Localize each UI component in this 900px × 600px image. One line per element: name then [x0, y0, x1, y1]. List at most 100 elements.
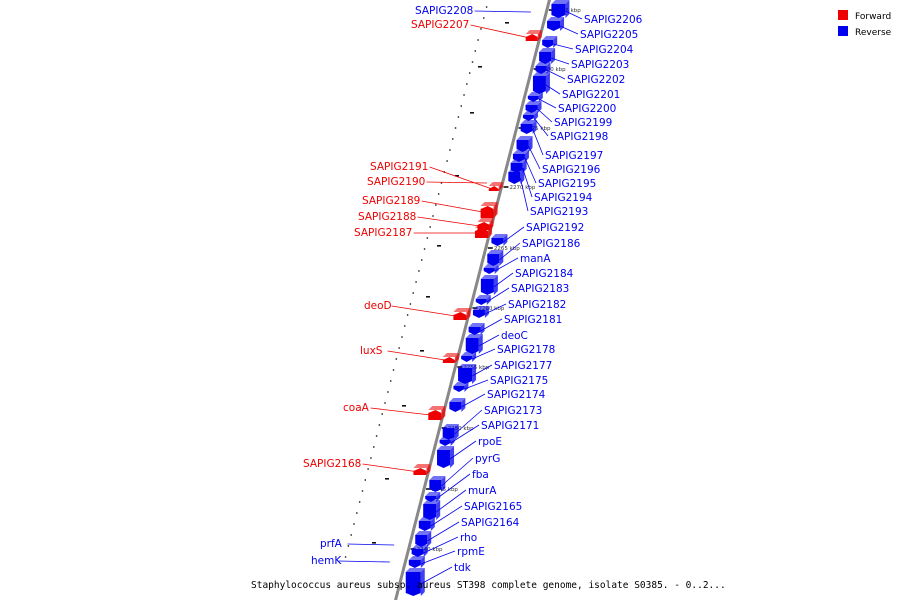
- gene-label[interactable]: SAPIG2168: [303, 458, 361, 470]
- gene-label[interactable]: SAPIG2198: [550, 131, 608, 143]
- gene-label[interactable]: SAPIG2178: [497, 344, 555, 356]
- gene-label[interactable]: SAPIG2189: [362, 195, 420, 207]
- gene-label[interactable]: SAPIG2194: [534, 192, 593, 204]
- guide-dot: [381, 413, 383, 415]
- gene-label[interactable]: fba: [472, 469, 489, 481]
- guide-dot: [370, 457, 372, 459]
- reverse-gene: [449, 398, 466, 412]
- gene-label[interactable]: SAPIG2175: [490, 375, 548, 387]
- guide-dot: [344, 556, 347, 558]
- gene-label[interactable]: pyrG: [475, 453, 500, 465]
- gene-label[interactable]: SAPIG2193: [530, 206, 588, 218]
- label-connector: [470, 24, 528, 38]
- gene-label[interactable]: SAPIG2196: [542, 164, 601, 176]
- guide-dot: [468, 72, 471, 74]
- gene-label[interactable]: SAPIG2184: [515, 268, 574, 280]
- gene-label[interactable]: SAPIG2174: [487, 389, 546, 401]
- label-connector: [454, 409, 483, 435]
- gene-label[interactable]: SAPIG2188: [358, 211, 416, 223]
- forward-gene: [474, 224, 492, 238]
- label-connector: [474, 10, 531, 13]
- gene-label[interactable]: SAPIG2177: [494, 360, 552, 372]
- gene-label[interactable]: prfA: [320, 538, 343, 550]
- gene-label[interactable]: SAPIG2186: [522, 238, 581, 250]
- guide-dot: [395, 358, 398, 360]
- label-connector: [338, 560, 390, 563]
- gene-label[interactable]: tdk: [454, 562, 472, 574]
- scale-label: 2245 kbp: [432, 487, 458, 493]
- guide-dot: [392, 369, 395, 371]
- gene-label[interactable]: rho: [460, 532, 477, 544]
- guide-dot: [460, 105, 462, 107]
- guide-dot: [364, 479, 366, 481]
- legend: Forward Reverse: [838, 10, 892, 38]
- reverse-gene: [472, 306, 489, 318]
- gene-label[interactable]: SAPIG2201: [562, 89, 620, 101]
- label-connector: [494, 257, 519, 272]
- reverse-gene: [453, 382, 469, 392]
- track-dash: [455, 175, 459, 177]
- gene-label[interactable]: murA: [468, 485, 497, 497]
- gene-label[interactable]: luxS: [360, 345, 383, 357]
- gene-labels: SAPIG2208 SAPIG2207 SAPIG2191 SAPIG2190 SAPI…: [303, 5, 643, 574]
- gene-label[interactable]: deoD: [364, 300, 392, 312]
- guide-dot: [350, 534, 352, 536]
- gene-label[interactable]: hemK: [311, 555, 342, 567]
- gene-label[interactable]: SAPIG2197: [545, 150, 603, 162]
- label-connector: [420, 550, 456, 565]
- gene-label[interactable]: coaA: [343, 402, 370, 414]
- gene-label[interactable]: deoC: [501, 330, 528, 342]
- gene-label[interactable]: SAPIG2205: [580, 29, 638, 41]
- gene-label[interactable]: SAPIG2171: [481, 420, 539, 432]
- guide-dot: [409, 303, 412, 305]
- label-connector: [387, 350, 445, 361]
- gene-label[interactable]: SAPIG2203: [571, 59, 629, 71]
- label-connector: [464, 379, 489, 390]
- gene-label[interactable]: SAPIG2181: [504, 314, 562, 326]
- gene-label[interactable]: SAPIG2191: [370, 161, 428, 173]
- gene-label[interactable]: SAPIG2190: [367, 176, 425, 188]
- gene-label[interactable]: SAPIG2187: [354, 227, 412, 239]
- gene-label[interactable]: SAPIG2164: [461, 517, 520, 529]
- gene-label[interactable]: SAPIG2199: [554, 117, 612, 129]
- gene-label[interactable]: rpmE: [457, 546, 485, 558]
- gene-label[interactable]: SAPIG2208: [415, 5, 473, 17]
- label-connector: [503, 226, 525, 243]
- guide-dot: [401, 336, 403, 338]
- gene-label[interactable]: SAPIG2204: [575, 44, 634, 56]
- gene-label[interactable]: SAPIG2200: [558, 103, 616, 115]
- gene-label[interactable]: SAPIG2182: [508, 299, 566, 311]
- guide-dot: [454, 127, 457, 129]
- gene-label[interactable]: SAPIG2173: [484, 405, 542, 417]
- reverse-gene: [418, 517, 435, 531]
- label-connector: [370, 407, 431, 416]
- label-connector: [565, 10, 583, 20]
- label-connector: [519, 177, 529, 212]
- gene-label[interactable]: manA: [520, 253, 551, 265]
- label-connector: [550, 57, 570, 65]
- track-dash: [426, 296, 430, 298]
- guide-dot: [421, 259, 423, 261]
- guide-dot: [406, 314, 409, 316]
- forward-gene: [442, 353, 459, 363]
- label-connector: [420, 566, 453, 585]
- gene-label[interactable]: SAPIG2183: [511, 283, 569, 295]
- label-connector: [546, 69, 566, 80]
- gene-label[interactable]: rpoE: [478, 436, 502, 448]
- gene-label[interactable]: SAPIG2207: [411, 19, 469, 31]
- reverse-gene: [547, 17, 565, 31]
- reverse-gene: [539, 48, 556, 64]
- gene-label[interactable]: SAPIG2195: [538, 178, 596, 190]
- gene-label[interactable]: SAPIG2192: [526, 222, 584, 234]
- gene-label[interactable]: SAPIG2165: [464, 501, 522, 513]
- gene-label[interactable]: SAPIG2202: [567, 74, 625, 86]
- legend-forward-swatch: [838, 10, 848, 20]
- gene-label[interactable]: SAPIG2206: [584, 14, 643, 26]
- label-connector: [461, 393, 486, 408]
- label-connector: [441, 457, 474, 487]
- label-connector: [499, 242, 521, 261]
- reverse-gene: [487, 250, 504, 266]
- reverse-gene: [520, 120, 537, 134]
- guide-dot: [378, 424, 381, 426]
